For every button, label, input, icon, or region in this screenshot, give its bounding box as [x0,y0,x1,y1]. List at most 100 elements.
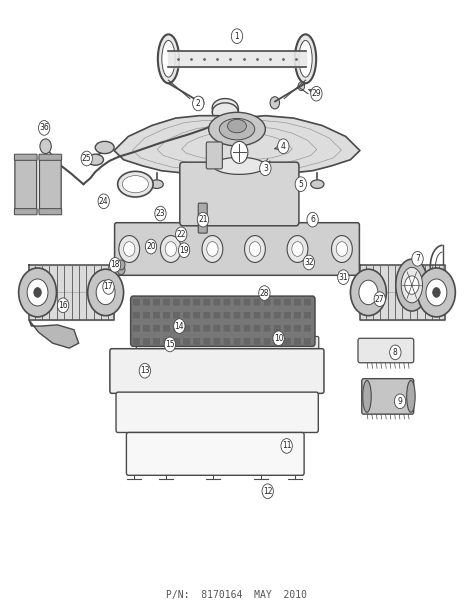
Text: 10: 10 [274,334,283,343]
Circle shape [202,235,223,262]
FancyBboxPatch shape [223,311,231,319]
FancyBboxPatch shape [183,299,191,306]
FancyBboxPatch shape [264,299,271,306]
Polygon shape [29,265,114,320]
FancyBboxPatch shape [183,311,191,319]
Circle shape [173,319,185,333]
FancyBboxPatch shape [15,157,36,213]
FancyBboxPatch shape [143,338,150,345]
Text: 28: 28 [260,289,269,297]
FancyBboxPatch shape [39,154,62,161]
Ellipse shape [213,158,265,174]
FancyBboxPatch shape [193,325,201,332]
Circle shape [139,364,151,378]
Text: P/N:  8170164  MAY  2010: P/N: 8170164 MAY 2010 [166,590,308,600]
FancyBboxPatch shape [180,162,299,226]
Circle shape [405,276,419,294]
Circle shape [38,121,50,135]
FancyBboxPatch shape [133,338,140,345]
Circle shape [336,242,347,256]
FancyBboxPatch shape [243,325,251,332]
Circle shape [34,287,41,297]
FancyBboxPatch shape [233,299,241,306]
Circle shape [298,82,305,91]
FancyBboxPatch shape [206,142,222,169]
Text: 7: 7 [415,254,420,264]
FancyBboxPatch shape [183,338,191,345]
Circle shape [81,151,92,166]
Circle shape [192,96,204,111]
FancyBboxPatch shape [253,325,261,332]
Circle shape [273,331,284,346]
Circle shape [311,86,322,101]
Circle shape [40,139,51,154]
FancyBboxPatch shape [243,311,251,319]
FancyBboxPatch shape [273,338,281,345]
FancyBboxPatch shape [253,311,261,319]
Text: 9: 9 [398,397,402,406]
FancyBboxPatch shape [173,325,181,332]
Circle shape [96,280,115,305]
FancyBboxPatch shape [110,349,324,394]
Ellipse shape [209,112,265,146]
FancyBboxPatch shape [173,311,181,319]
Circle shape [165,242,176,256]
Text: 19: 19 [179,246,189,255]
FancyBboxPatch shape [131,296,315,346]
FancyBboxPatch shape [193,311,201,319]
Ellipse shape [363,381,371,413]
FancyBboxPatch shape [14,208,37,215]
Text: 31: 31 [338,273,348,281]
Circle shape [118,265,125,275]
Text: 24: 24 [99,197,109,206]
FancyBboxPatch shape [293,299,301,306]
FancyBboxPatch shape [115,223,359,275]
Ellipse shape [150,180,163,188]
Circle shape [350,269,386,316]
FancyBboxPatch shape [153,338,160,345]
Text: 12: 12 [263,487,273,496]
FancyBboxPatch shape [163,311,170,319]
FancyBboxPatch shape [253,338,261,345]
FancyBboxPatch shape [283,311,291,319]
FancyBboxPatch shape [133,299,140,306]
Circle shape [303,255,315,270]
Circle shape [245,235,265,262]
Circle shape [394,394,406,409]
Text: 4: 4 [281,142,286,151]
Circle shape [374,292,385,306]
FancyBboxPatch shape [264,325,271,332]
Circle shape [390,345,401,360]
FancyBboxPatch shape [223,299,231,306]
Text: 14: 14 [174,322,184,330]
Circle shape [178,243,190,257]
Circle shape [27,279,48,306]
FancyBboxPatch shape [233,325,241,332]
Circle shape [103,280,114,294]
Circle shape [231,29,243,44]
Circle shape [98,194,109,208]
Ellipse shape [158,34,179,83]
Circle shape [412,251,423,266]
Text: 25: 25 [82,154,91,163]
Text: 1: 1 [235,32,239,40]
Text: 36: 36 [39,123,49,132]
Text: 20: 20 [146,242,156,251]
Ellipse shape [118,172,153,197]
FancyBboxPatch shape [203,338,210,345]
Circle shape [155,206,166,221]
Ellipse shape [212,99,238,117]
Circle shape [146,239,156,254]
FancyBboxPatch shape [213,338,220,345]
Circle shape [418,268,456,317]
FancyBboxPatch shape [223,325,231,332]
FancyBboxPatch shape [39,208,62,215]
FancyBboxPatch shape [213,325,220,332]
Text: 22: 22 [176,230,186,239]
Ellipse shape [122,175,148,192]
Circle shape [249,242,261,256]
Circle shape [292,242,303,256]
Circle shape [194,97,204,109]
Polygon shape [114,116,360,175]
FancyBboxPatch shape [304,311,311,319]
